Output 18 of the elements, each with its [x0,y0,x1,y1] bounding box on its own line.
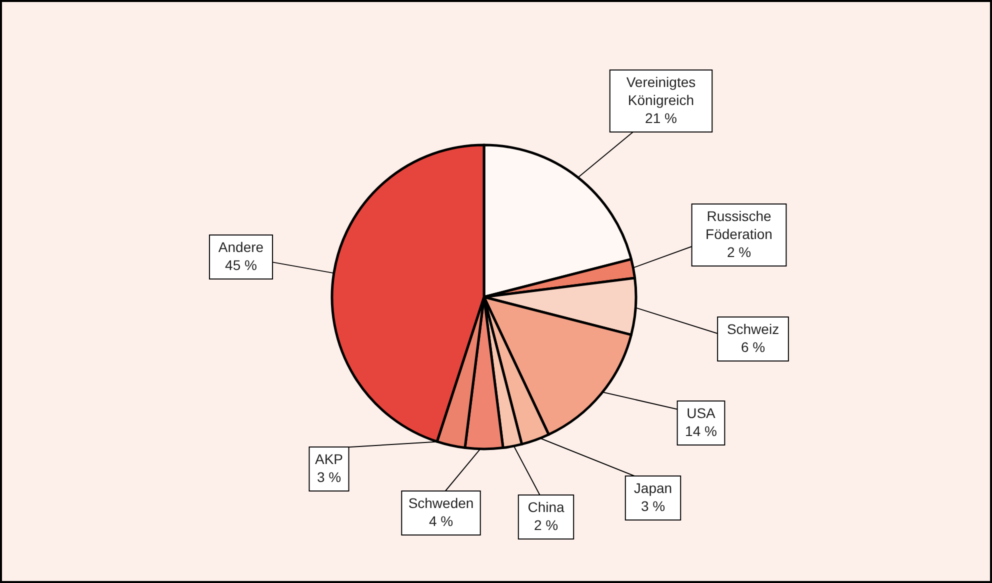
data-label: 3 % [316,469,342,485]
data-label: 3 % [640,498,666,514]
slice-label: Schweden [408,495,474,511]
data-label: 4 % [428,513,454,529]
data-label: 45 % [225,257,257,273]
slice-label: Russische Föderation [706,208,772,242]
data-label: 2 % [726,244,752,260]
slice-label: Vereinigtes Königreich [626,74,696,108]
slice-label: AKP [314,451,344,467]
data-label: 14 % [685,423,717,439]
slice-label: Andere [218,239,264,255]
slice-label: USA [686,405,716,421]
slice-label: China [528,499,564,515]
data-label: 6 % [740,339,766,355]
data-label: 21 % [645,110,677,126]
slice-label: Japan [634,480,672,496]
data-label: 2 % [534,517,558,533]
slice-label: Schweiz [726,321,780,337]
